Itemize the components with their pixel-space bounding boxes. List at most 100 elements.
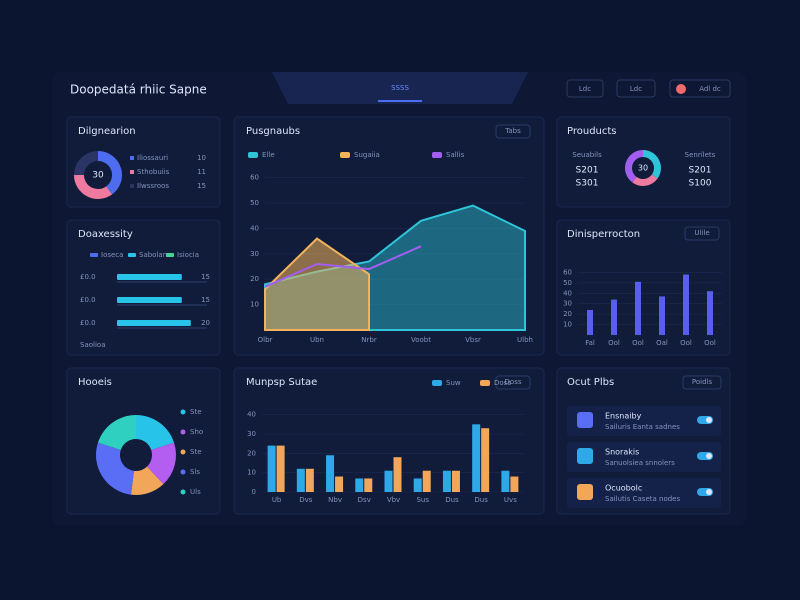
bar	[326, 455, 335, 492]
panel	[556, 116, 731, 208]
bar	[422, 470, 431, 492]
tab-underline	[378, 100, 422, 102]
item-icon	[577, 484, 593, 500]
line	[264, 245, 422, 288]
x-tick-label: Nrbr	[361, 336, 377, 344]
donut-segment	[136, 415, 175, 451]
panel	[66, 219, 221, 356]
row-note: 20	[201, 319, 210, 327]
avatar	[676, 84, 686, 94]
x-tick-label: Sus	[416, 496, 429, 504]
panel-title: Hooeis	[78, 377, 112, 388]
legend-chip	[130, 170, 134, 174]
panel-title: Munpsp Sutae	[246, 377, 317, 388]
x-tick-label: Olbr	[258, 336, 273, 344]
legend-label: Sls	[190, 468, 200, 476]
bar	[276, 445, 285, 492]
donut-segment	[96, 442, 134, 495]
bar	[117, 297, 182, 303]
legend-label: Ioseca	[101, 251, 123, 259]
bar	[413, 478, 422, 492]
button-label[interactable]: Tabs	[504, 127, 521, 135]
legend-label: Ste	[190, 448, 202, 456]
button[interactable]	[684, 226, 720, 241]
user-button[interactable]	[669, 79, 731, 98]
y-tick-label: 50	[250, 199, 259, 207]
stat-value: S201	[576, 166, 599, 176]
bar	[683, 274, 689, 335]
stat-label: Seuabils	[572, 151, 602, 159]
legend-label: Ste	[190, 408, 202, 416]
bar-track	[117, 327, 207, 329]
y-tick-label: 40	[563, 289, 572, 297]
y-tick-label: 60	[250, 174, 259, 182]
legend-chip	[90, 253, 98, 257]
toggle-knob	[706, 417, 712, 423]
item-icon	[577, 448, 593, 464]
x-tick-label: Ubn	[310, 336, 324, 344]
legend-chip	[166, 253, 174, 257]
x-tick-label: Dsv	[358, 496, 371, 504]
button[interactable]	[616, 79, 656, 98]
button-label[interactable]: Ldc	[630, 85, 642, 93]
legend-label: Sugaiia	[354, 151, 380, 159]
user-name[interactable]: Adl dc	[699, 85, 721, 93]
bar	[510, 476, 519, 492]
bar	[501, 470, 510, 492]
x-tick-label: Ub	[272, 496, 282, 504]
donut-segment	[146, 442, 176, 485]
x-tick-label: Vbsr	[465, 336, 481, 344]
legend-dot	[180, 409, 186, 415]
button-label[interactable]: Ulile	[694, 229, 709, 237]
footer-label: Saolioa	[80, 341, 105, 349]
bar	[451, 470, 460, 492]
panel-title: Pusgnaubs	[246, 126, 300, 137]
row-label: £0.0	[80, 273, 96, 281]
bar	[393, 457, 402, 492]
bar	[335, 476, 344, 492]
bar	[267, 445, 276, 492]
bar	[364, 478, 373, 492]
x-tick-label: Uvs	[504, 496, 517, 504]
donut-segment	[632, 174, 658, 186]
donut-segment	[74, 151, 98, 175]
bar	[384, 470, 393, 492]
list-row[interactable]	[567, 406, 721, 436]
legend-chip	[248, 152, 258, 158]
list-row[interactable]	[567, 442, 721, 472]
x-tick-label: Nbv	[328, 496, 342, 504]
x-tick-label: Fal	[585, 339, 595, 347]
y-tick-label: 60	[563, 268, 572, 276]
legend-chip	[480, 380, 490, 386]
item-icon	[577, 412, 593, 428]
donut-center: 30	[638, 164, 648, 173]
list-row[interactable]	[567, 478, 721, 508]
bar-track	[117, 281, 207, 283]
panel-title: Doaxessity	[78, 229, 133, 240]
button-label[interactable]: Poidls	[692, 378, 713, 386]
legend-dot	[180, 469, 186, 475]
button[interactable]	[495, 124, 531, 139]
button-label[interactable]: Doss	[505, 378, 522, 386]
bar	[442, 470, 451, 492]
donut-segment	[97, 415, 136, 451]
item-name: Ensnaiby	[605, 412, 642, 421]
y-tick-label: 20	[247, 449, 256, 457]
donut-segment	[625, 150, 643, 183]
item-name: Snorakis	[605, 448, 639, 457]
button[interactable]	[682, 375, 722, 390]
legend-label: Iliossauri	[137, 154, 168, 162]
legend-label: Ilwssroos	[137, 182, 169, 190]
x-tick-label: Dus	[474, 496, 488, 504]
stat-value: S100	[689, 179, 712, 189]
bar	[481, 428, 490, 492]
legend-dot	[180, 489, 186, 495]
button[interactable]	[566, 79, 604, 98]
button[interactable]	[495, 375, 531, 390]
button-label[interactable]: Ldc	[579, 85, 591, 93]
bar	[117, 320, 191, 326]
legend-value: 11	[197, 168, 206, 176]
panel-title: Dilgnearion	[78, 126, 136, 137]
tab-label[interactable]: SSSS	[391, 84, 409, 92]
